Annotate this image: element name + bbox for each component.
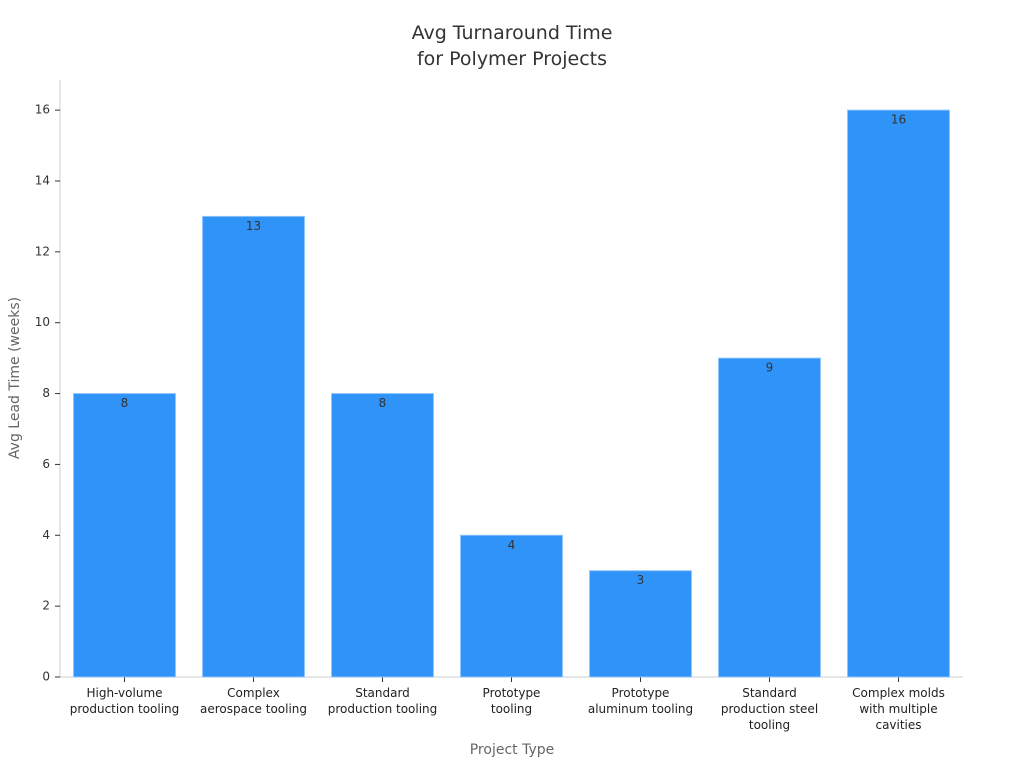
x-tick-label: Standard production steel tooling xyxy=(720,686,819,732)
bar xyxy=(73,393,176,678)
value-label: 4 xyxy=(508,538,516,552)
x-axis-label: Project Type xyxy=(469,742,555,758)
bar xyxy=(847,109,950,678)
y-tick-label: 10 xyxy=(35,315,50,329)
x-tick-label: Standard production tooling xyxy=(327,686,438,716)
x-tick-label: Prototype aluminum tooling xyxy=(587,686,694,716)
bar xyxy=(589,570,692,678)
value-label: 8 xyxy=(121,396,129,410)
bar xyxy=(460,534,563,678)
bar xyxy=(718,357,821,678)
y-tick-label: 8 xyxy=(42,386,50,400)
chart-title: Avg Turnaround Time for Polymer Projects xyxy=(411,22,613,70)
y-tick-label: 12 xyxy=(35,244,50,258)
y-tick-label: 14 xyxy=(35,173,50,187)
y-tick-label: 6 xyxy=(42,457,50,471)
x-tick-label: Complex molds with multiple cavities xyxy=(852,686,945,732)
y-tick-label: 4 xyxy=(42,528,50,542)
value-label: 3 xyxy=(637,573,645,587)
x-tick-label: Complex aerospace tooling xyxy=(199,686,308,716)
y-tick-label: 0 xyxy=(42,670,50,684)
y-tick-label: 16 xyxy=(35,103,50,117)
bar xyxy=(331,393,434,678)
value-label: 16 xyxy=(891,113,906,127)
value-label: 9 xyxy=(766,361,774,375)
y-tick-label: 2 xyxy=(42,599,50,613)
value-label: 13 xyxy=(246,219,261,233)
x-tick-label: High-volume production tooling xyxy=(69,686,180,716)
bar xyxy=(202,215,305,678)
x-tick-label: Prototype tooling xyxy=(482,686,541,716)
y-axis-label: Avg Lead Time (weeks) xyxy=(7,296,23,460)
value-label: 8 xyxy=(379,396,387,410)
